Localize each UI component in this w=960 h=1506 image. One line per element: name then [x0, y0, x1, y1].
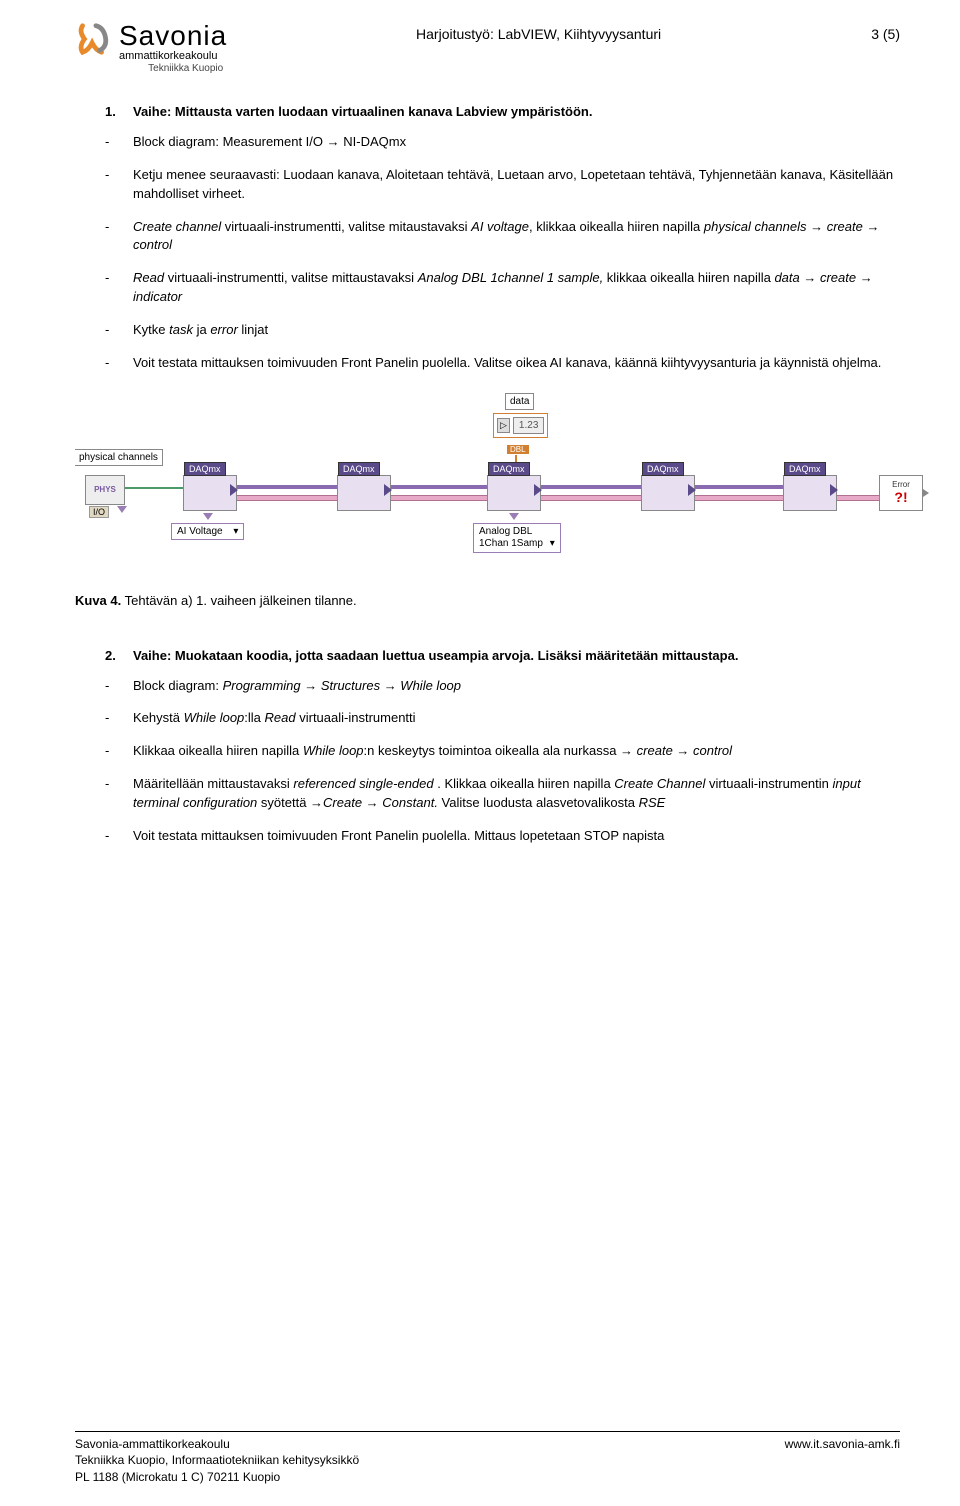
- s1-b5-text: Kytke task ja error linjat: [133, 321, 900, 340]
- page-title: Harjoitustyö: LabVIEW, Kiihtyvyysanturi: [227, 20, 850, 42]
- s1-bullet5: - Kytke task ja error linjat: [105, 321, 900, 340]
- page-header: Savonia ammattikorkeakoulu Tekniikka Kuo…: [75, 20, 900, 74]
- page-footer: Savonia-ammattikorkeakoulu Tekniikka Kuo…: [75, 1431, 900, 1486]
- s1-b1-text: Block diagram: Measurement I/O → NI-DAQm…: [133, 133, 900, 152]
- footer-address: Savonia-ammattikorkeakoulu Tekniikka Kuo…: [75, 1436, 785, 1486]
- section1-num: 1.: [105, 104, 133, 119]
- s2-bullet3: - Klikkaa oikealla hiiren napilla While …: [105, 742, 900, 761]
- wire-task-1: [237, 485, 337, 489]
- s1-b6-text: Voit testata mittauksen toimivuuden Fron…: [133, 354, 900, 373]
- s2-b4-text: Määritellään mittaustavaksi referenced s…: [133, 775, 900, 813]
- daq-clear-task: DAQmx: [783, 475, 837, 511]
- logo-main-text: Savonia: [119, 20, 227, 52]
- s2-b2-text: Kehystä While loop:lla Read virtuaali-in…: [133, 709, 900, 728]
- wire-phys: [125, 487, 183, 489]
- s2-bullet4: - Määritellään mittaustavaksi referenced…: [105, 775, 900, 813]
- wire-task-3: [541, 485, 641, 489]
- s1-bullet2: - Ketju menee seuraavasti: Luodaan kanav…: [105, 166, 900, 204]
- physical-channels-control: PHYS: [85, 475, 125, 505]
- s2-b5-text: Voit testata mittauksen toimivuuden Fron…: [133, 827, 900, 846]
- s1-b3-text: Create channel virtuaali-instrumentti, v…: [133, 218, 900, 256]
- error-handler: Error ?!: [879, 475, 923, 511]
- s1-bullet1: - Block diagram: Measurement I/O → NI-DA…: [105, 133, 900, 152]
- data-indicator: ▷ 1.23: [493, 413, 548, 438]
- s2-b1-text: Block diagram: Programming → Structures …: [133, 677, 900, 696]
- logo-sub2-text: Tekniikka Kuopio: [119, 63, 227, 74]
- section1-title: Vaihe: Mittausta varten luodaan virtuaal…: [133, 104, 592, 119]
- wire-error-5: [837, 495, 879, 501]
- data-label: data: [505, 393, 534, 410]
- data-type-label: DBL: [507, 445, 529, 454]
- s1-b2-text: Ketju menee seuraavasti: Luodaan kanava,…: [133, 166, 900, 204]
- wire-error-3: [541, 495, 641, 501]
- footer-url: www.it.savonia-amk.fi: [785, 1436, 900, 1486]
- wire-task-2: [391, 485, 487, 489]
- s2-bullet2: - Kehystä While loop:lla Read virtuaali-…: [105, 709, 900, 728]
- section2-title: Vaihe: Muokataan koodia, jotta saadaan l…: [133, 648, 738, 663]
- wire-task-4: [695, 485, 783, 489]
- section1-heading: 1. Vaihe: Mittausta varten luodaan virtu…: [105, 104, 900, 119]
- savonia-logo-icon: [75, 20, 113, 58]
- s2-bullet5: - Voit testata mittauksen toimivuuden Fr…: [105, 827, 900, 846]
- main-content: 1. Vaihe: Mittausta varten luodaan virtu…: [75, 104, 900, 846]
- daq-start-task: DAQmx: [337, 475, 391, 511]
- wire-error-1: [237, 495, 337, 501]
- s2-bullet1: - Block diagram: Programming → Structure…: [105, 677, 900, 696]
- logo: Savonia ammattikorkeakoulu Tekniikka Kuo…: [75, 20, 227, 74]
- analog-dbl-selector: Analog DBL1Chan 1Samp ▾: [473, 523, 561, 553]
- s2-b3-text: Klikkaa oikealla hiiren napilla While lo…: [133, 742, 900, 761]
- s1-bullet3: - Create channel virtuaali-instrumentti,…: [105, 218, 900, 256]
- wire-error-2: [391, 495, 487, 501]
- page-number: 3 (5): [850, 20, 900, 42]
- wire-error-4: [695, 495, 783, 501]
- daq-stop-task: DAQmx: [641, 475, 695, 511]
- daq-create-channel: DAQmx: [183, 475, 237, 511]
- s1-b4-text: Read virtuaali-instrumentti, valitse mit…: [133, 269, 900, 307]
- logo-sub-text: ammattikorkeakoulu: [119, 50, 227, 62]
- data-value: 1.23: [513, 417, 544, 434]
- daq-read: DAQmx: [487, 475, 541, 511]
- io-label: I/O: [89, 506, 109, 518]
- ai-voltage-selector: AI Voltage ▾: [171, 523, 244, 540]
- labview-block-diagram: data ▷ 1.23 DBL physical channels PHYS I…: [75, 393, 935, 573]
- section2-heading: 2. Vaihe: Muokataan koodia, jotta saadaa…: [105, 648, 900, 663]
- figure-caption: Kuva 4. Tehtävän a) 1. vaiheen jälkeinen…: [75, 593, 900, 608]
- s1-bullet4: - Read virtuaali-instrumentti, valitse m…: [105, 269, 900, 307]
- section2-num: 2.: [105, 648, 133, 663]
- physical-channels-label: physical channels: [75, 449, 163, 466]
- s1-bullet6: - Voit testata mittauksen toimivuuden Fr…: [105, 354, 900, 373]
